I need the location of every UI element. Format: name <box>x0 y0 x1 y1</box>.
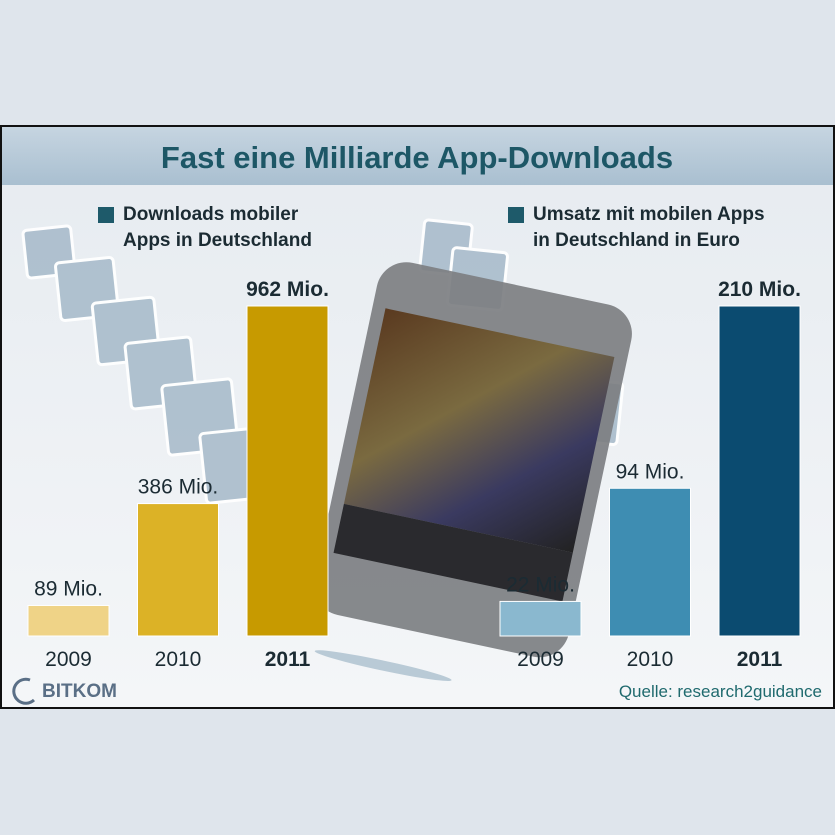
logo-arc <box>12 677 36 705</box>
value-label: 89 Mio. <box>34 577 103 600</box>
phone <box>313 262 632 681</box>
bar <box>609 487 691 637</box>
source: Quelle: research2guidance <box>619 682 822 701</box>
value-label: 386 Mio. <box>138 476 219 499</box>
bar <box>246 305 329 637</box>
value-label: 962 Mio. <box>246 278 329 301</box>
bar <box>137 503 219 637</box>
legend-swatch <box>508 207 524 223</box>
bar <box>27 604 110 637</box>
legend: Umsatz mit mobilen Apps in Deutschland i… <box>508 202 773 254</box>
x-tick-label: 2011 <box>265 648 311 671</box>
chart-title: Fast eine Milliarde App-Downloads <box>161 140 673 175</box>
legend-swatch <box>98 207 114 223</box>
value-label: 210 Mio. <box>718 278 801 301</box>
legend-label: Downloads mobiler Apps in Deutschland <box>123 204 312 251</box>
legend-label: Umsatz mit mobilen Apps in Deutschland i… <box>533 204 765 251</box>
bar <box>499 600 582 637</box>
x-tick-label: 2009 <box>517 648 564 671</box>
value-label: 22 Mio. <box>506 573 575 596</box>
x-tick-label: 2009 <box>45 648 92 671</box>
x-tick-label: 2011 <box>737 648 783 671</box>
app-icons <box>21 218 625 505</box>
bar <box>718 305 801 637</box>
x-tick-label: 2010 <box>627 648 674 671</box>
value-label: 94 Mio. <box>616 460 685 483</box>
legend: Downloads mobiler Apps in Deutschland <box>98 202 313 254</box>
x-tick-label: 2010 <box>155 648 202 671</box>
title-bar <box>2 127 833 185</box>
logo: BITKOM <box>42 681 117 702</box>
